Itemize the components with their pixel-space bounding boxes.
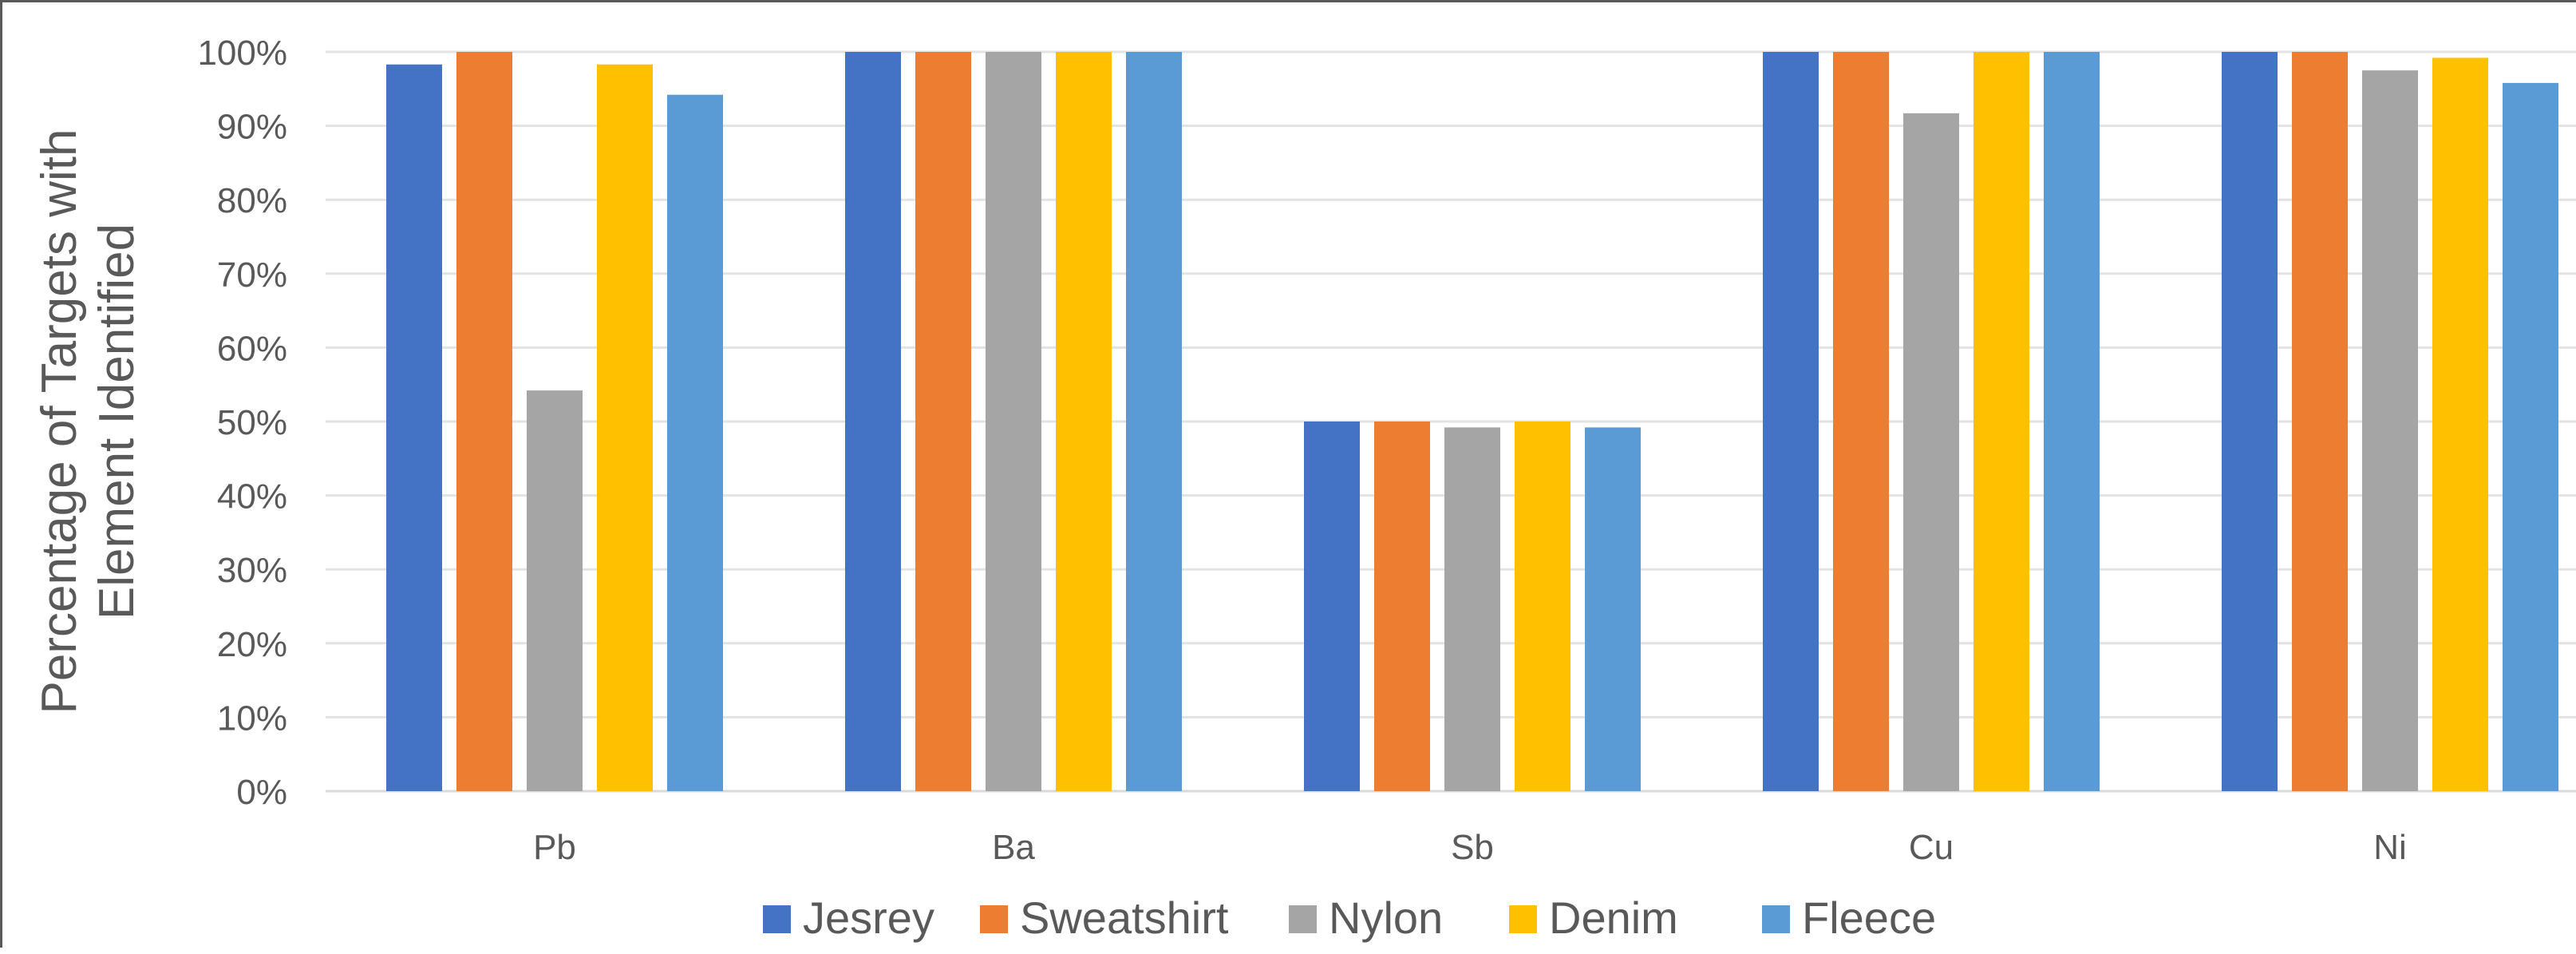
bar-nylon-cu	[1903, 113, 1959, 791]
x-tick-label: Ba	[992, 828, 1035, 867]
y-axis-title-line: Percentage of Targets with	[32, 129, 87, 715]
legend-label-sweatshirt: Sweatshirt	[1020, 893, 1229, 943]
legend: Jesrey Sweatshirt Nylon Denim Fleece	[763, 893, 1936, 943]
bar-sweatshirt-ni	[2292, 52, 2348, 791]
bar-nylon-pb	[527, 390, 583, 791]
y-tick-label: 10%	[217, 699, 287, 738]
bar-nylon-ba	[986, 52, 1041, 791]
bar-denim-ba	[1056, 52, 1112, 791]
x-tick-label: Cu	[1909, 828, 1954, 867]
legend-label-fleece: Fleece	[1802, 893, 1936, 943]
y-tick-label: 70%	[217, 255, 287, 295]
bar-fleece-cu	[2044, 52, 2100, 791]
bar-fleece-ba	[1126, 52, 1182, 791]
bar-jesrey-sb	[1304, 422, 1360, 791]
bar-denim-pb	[597, 64, 653, 791]
legend-label-nylon: Nylon	[1329, 893, 1443, 943]
y-tick-label: 30%	[217, 551, 287, 590]
y-tick-label: 90%	[217, 108, 287, 147]
bar-jesrey-pb	[386, 64, 442, 791]
bar-denim-cu	[1973, 52, 2029, 791]
y-tick-label: 80%	[217, 181, 287, 220]
legend-swatch-fleece	[1762, 905, 1790, 933]
bar-denim-sb	[1515, 422, 1570, 791]
legend-label-denim: Denim	[1549, 893, 1678, 943]
bar-fleece-pb	[667, 94, 723, 791]
y-axis-title: Percentage of Targets withElement Identi…	[32, 129, 144, 715]
x-tick-label: Pb	[533, 828, 576, 867]
bar-sweatshirt-pb	[456, 52, 512, 791]
axes: 0% 10% 20% 30% 40% 50% 60% 70% 80% 90% 100% Pb Ba Sb C…	[197, 34, 2406, 867]
bar-nylon-ni	[2362, 70, 2418, 791]
bar-nylon-sb	[1444, 427, 1500, 791]
y-tick-label: 20%	[217, 625, 287, 664]
y-axis-title-line: Element Identified	[89, 224, 144, 620]
bar-jesrey-ni	[2222, 52, 2278, 791]
bar-fleece-sb	[1585, 427, 1641, 791]
legend-swatch-sweatshirt	[980, 905, 1008, 933]
legend-swatch-nylon	[1289, 905, 1317, 933]
y-tick-label: 0%	[236, 773, 287, 812]
legend-label-jesrey: Jesrey	[803, 893, 934, 943]
bar-jesrey-ba	[845, 52, 901, 791]
y-tick-label: 60%	[217, 329, 287, 368]
bar-sweatshirt-cu	[1833, 52, 1889, 791]
bar-denim-ni	[2432, 57, 2488, 791]
bar-sweatshirt-ba	[915, 52, 971, 791]
y-tick-label: 100%	[197, 34, 287, 73]
bars	[386, 52, 2558, 792]
bar-sweatshirt-sb	[1374, 422, 1430, 791]
bar-jesrey-cu	[1763, 52, 1819, 791]
y-tick-label: 50%	[217, 403, 287, 442]
x-tick-label: Sb	[1451, 828, 1494, 867]
bar-fleece-ni	[2503, 82, 2558, 792]
legend-swatch-jesrey	[763, 905, 791, 933]
x-tick-label: Ni	[2373, 828, 2407, 867]
y-axis-title-text: Percentage of Targets withElement Identi…	[32, 129, 144, 715]
legend-swatch-denim	[1509, 905, 1537, 933]
y-tick-label: 40%	[217, 477, 287, 517]
